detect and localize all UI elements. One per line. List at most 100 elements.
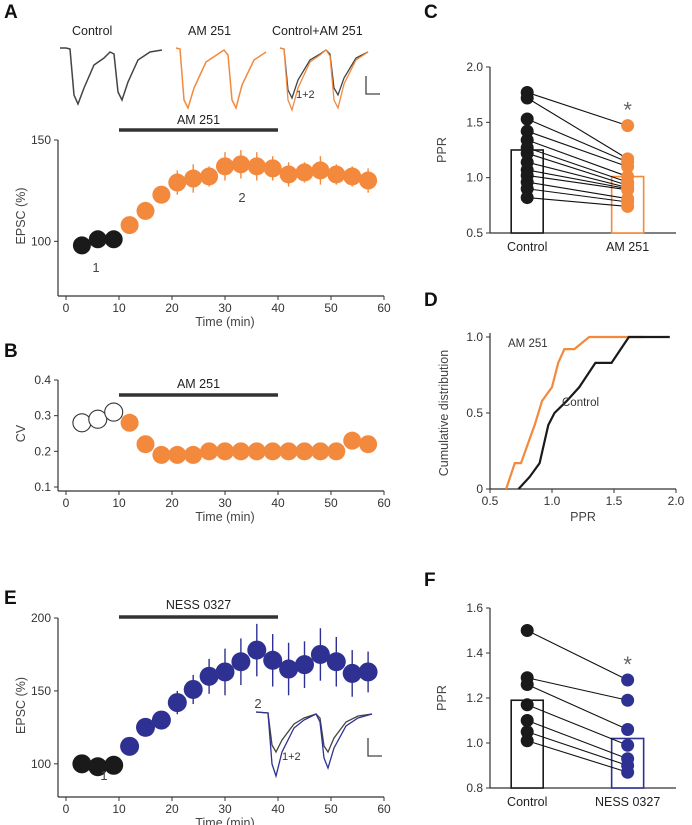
- data-point-ness-0327: [247, 640, 267, 660]
- data-point-control: [72, 236, 91, 255]
- category-label: AM 251: [606, 240, 649, 254]
- data-point-am-251: [311, 161, 330, 180]
- y-tick-label: 150: [31, 133, 51, 147]
- data-point-control: [520, 624, 534, 637]
- paired-line: [527, 188, 628, 203]
- x-tick-label: 60: [377, 301, 391, 315]
- paired-line: [527, 169, 628, 190]
- chart-a: 0 10 20 30 40 50 60 100 150 Time (min) EPSC (%) AM …: [14, 113, 391, 329]
- y-axis-label: CV: [14, 424, 28, 442]
- y-tick-label: 0: [476, 482, 483, 496]
- y-tick-label: 0.2: [34, 444, 51, 458]
- panel-letter-b: B: [4, 341, 18, 362]
- data-point-am-251: [184, 169, 203, 188]
- data-point-control: [520, 191, 534, 205]
- paired-line: [527, 197, 628, 207]
- x-tick-label: 60: [377, 802, 391, 816]
- panel-letter-f: F: [424, 570, 436, 591]
- data-point-ness-0327: [231, 652, 251, 672]
- trace-e-ness0327: [255, 711, 373, 779]
- y-tick-label: 2.0: [466, 60, 483, 74]
- x-tick-label: 30: [218, 802, 232, 816]
- x-tick-label: 2.0: [668, 494, 685, 508]
- trace-overlay-am251: [279, 47, 369, 113]
- x-tick-label: 0: [63, 496, 70, 510]
- x-tick-label: 1.5: [606, 494, 623, 508]
- chart-e: 0 10 20 30 40 50 60 100 150 200 Time (min) EPSC (%)…: [14, 598, 391, 825]
- data-point-ness-0327: [199, 666, 219, 686]
- significance-marker: *: [623, 652, 632, 677]
- data-point-am-251: [200, 167, 219, 186]
- overlay-tag: 1+2: [296, 89, 315, 101]
- y-tick-label: 0.1: [34, 480, 51, 494]
- data-point-ness-0327: [326, 652, 346, 672]
- data-point-ness-0327: [183, 679, 203, 699]
- trace-am251: [175, 47, 267, 111]
- data-point-control: [104, 755, 124, 775]
- data-point-control: [72, 413, 92, 433]
- panel-letter-d: D: [424, 290, 438, 311]
- data-point-ness-0327: [263, 650, 283, 670]
- y-axis-label: PPR: [435, 685, 449, 711]
- data-point-am-251: [152, 185, 171, 204]
- time-point-label: 1: [100, 768, 107, 783]
- x-tick-label: 10: [112, 802, 126, 816]
- x-tick-label: 20: [165, 496, 179, 510]
- data-point-am-251: [327, 442, 346, 461]
- data-point-treatment: [621, 119, 635, 133]
- x-tick-label: 50: [324, 802, 338, 816]
- data-point-ness-0327: [167, 693, 187, 713]
- y-axis-label: EPSC (%): [14, 188, 28, 245]
- data-point-am-251: [200, 442, 219, 461]
- y-tick-label: 0.3: [34, 409, 51, 423]
- paired-line: [527, 91, 628, 127]
- y-tick-label: 150: [31, 684, 51, 698]
- data-point-ness-0327: [279, 659, 299, 679]
- data-point-am-251: [279, 442, 298, 461]
- x-tick-label: 50: [324, 301, 338, 315]
- drug-bar-label: NESS 0327: [166, 598, 231, 612]
- cdf-line-control: [517, 335, 670, 490]
- drug-bar-label: AM 251: [177, 113, 220, 127]
- y-axis-label: EPSC (%): [14, 677, 28, 734]
- y-tick-label: 0.8: [466, 781, 483, 795]
- data-point-am-251: [120, 413, 139, 432]
- y-tick-label: 100: [31, 234, 51, 248]
- paired-line: [527, 677, 628, 701]
- y-tick-label: 100: [31, 757, 51, 771]
- data-point-am-251: [343, 431, 362, 450]
- data-point-control: [104, 402, 124, 422]
- data-point-control: [520, 112, 534, 126]
- overlay-tag-e: 1+2: [282, 751, 301, 763]
- data-point-am-251: [120, 216, 139, 235]
- data-point-ness-0327: [120, 736, 140, 756]
- data-point-control: [520, 714, 534, 727]
- data-point-am-251: [216, 157, 234, 176]
- x-axis-label: PPR: [570, 510, 596, 524]
- panel-letter-e: E: [4, 588, 17, 609]
- x-tick-label: 20: [165, 301, 179, 315]
- scale-bar: [365, 76, 380, 95]
- x-tick-label: 0: [63, 802, 70, 816]
- data-point-treatment: [621, 160, 635, 174]
- y-tick-label: 1.5: [466, 115, 483, 129]
- data-point-control: [520, 734, 534, 748]
- data-point-ness-0327: [342, 663, 362, 683]
- paired-line: [527, 130, 628, 168]
- data-point-am-251: [279, 165, 298, 184]
- time-point-label: 2: [254, 696, 261, 711]
- series-label: AM 251: [508, 338, 548, 350]
- data-point-am-251: [263, 159, 282, 178]
- y-tick-label: 1.0: [466, 330, 483, 344]
- cdf-line-am-251: [505, 335, 645, 490]
- x-tick-label: 1.0: [544, 494, 561, 508]
- data-point-am-251: [295, 163, 314, 182]
- drug-bar-label: AM 251: [177, 377, 220, 391]
- data-point-treatment: [621, 738, 635, 752]
- x-tick-label: 40: [271, 301, 285, 315]
- y-tick-label: 0.5: [466, 226, 483, 240]
- category-label: Control: [507, 240, 547, 254]
- data-point-treatment: [621, 199, 635, 213]
- data-point-control: [520, 91, 534, 105]
